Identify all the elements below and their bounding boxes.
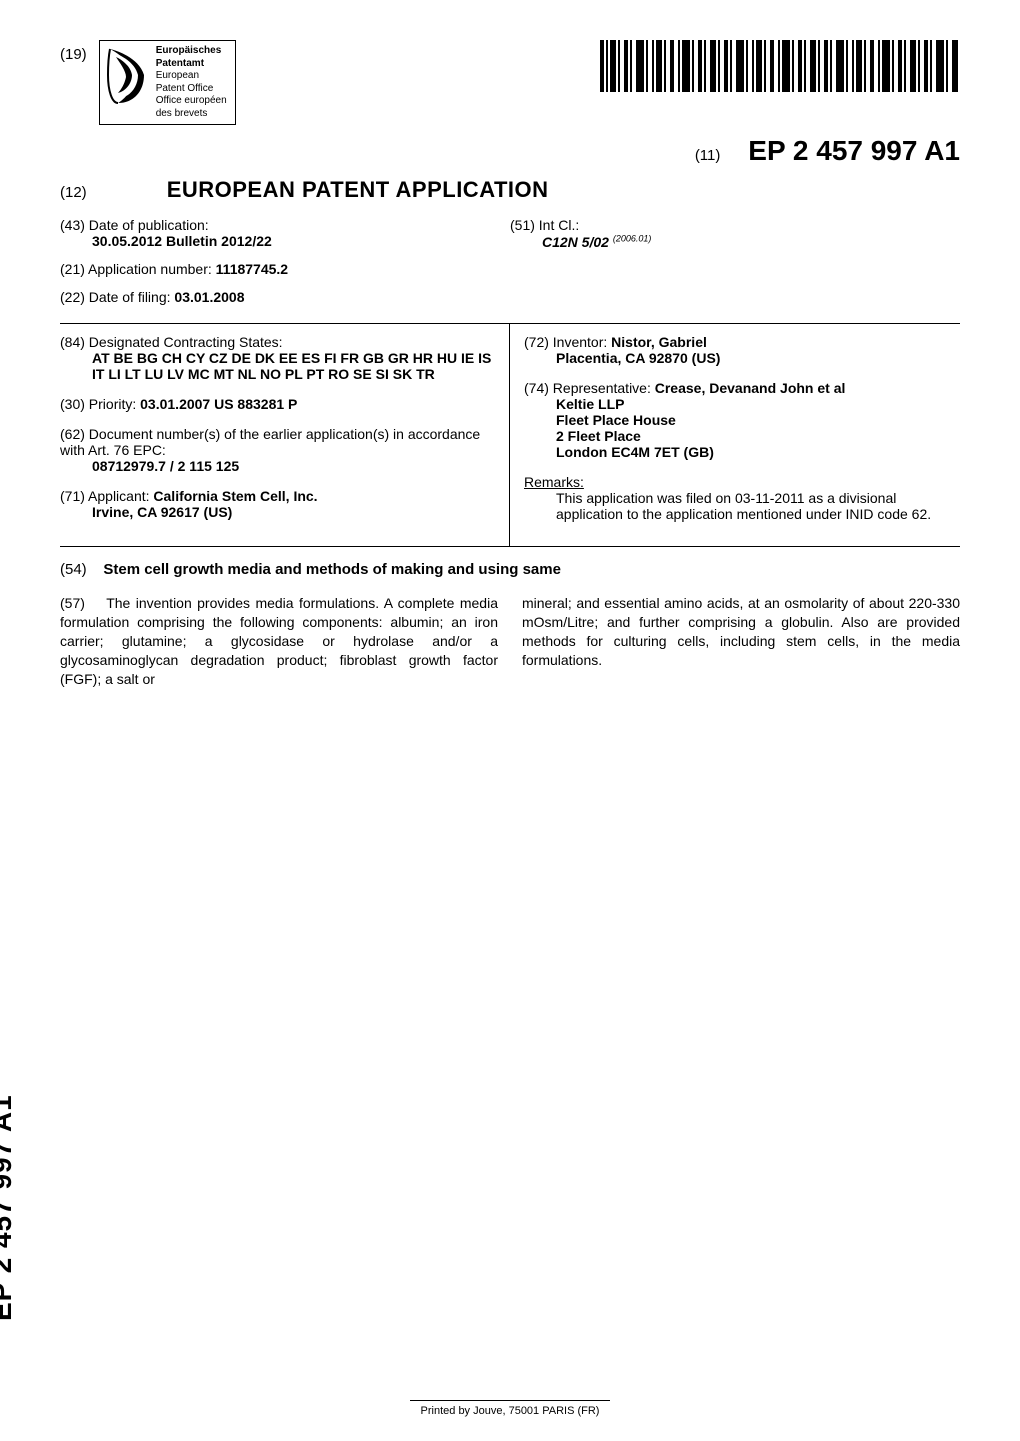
epo-logo-box: Europäisches Patentamt European Patent O…: [99, 40, 236, 125]
remarks-text: This application was filed on 03-11-2011…: [524, 490, 960, 522]
designated-states: (84) Designated Contracting States: AT B…: [60, 334, 495, 382]
earlier-value: 08712979.7 / 2 115 125: [60, 458, 495, 474]
inid-51: (51): [510, 217, 535, 233]
abstract-right-text: mineral; and essential amino acids, at a…: [522, 595, 960, 668]
top-meta: (43) Date of publication: 30.05.2012 Bul…: [60, 217, 960, 317]
invention-title-row: (54) Stem cell growth media and methods …: [60, 561, 960, 578]
inid-30: (30): [60, 396, 85, 412]
inid-22: (22): [60, 289, 85, 305]
logo-l4: Patent Office: [156, 83, 214, 94]
logo-l2: Patentamt: [156, 58, 204, 69]
inid-54: (54): [60, 561, 87, 578]
designated-states-value: AT BE BG CH CY CZ DE DK EE ES FI FR GB G…: [60, 350, 495, 382]
biblio-two-col: (84) Designated Contracting States: AT B…: [60, 323, 960, 547]
inid-84: (84): [60, 334, 85, 350]
inid-62: (62): [60, 426, 85, 442]
app-num-value: 11187745.2: [216, 261, 288, 277]
publication-number-row: (11) EP 2 457 997 A1: [60, 135, 960, 167]
footer: Printed by Jouve, 75001 PARIS (FR): [0, 1400, 1020, 1417]
inid-11: (11): [695, 147, 721, 164]
inventor-label: Inventor:: [553, 334, 607, 350]
abstract: (57) The invention provides media formul…: [60, 594, 960, 688]
app-num-label: Application number:: [88, 261, 212, 277]
biblio-right-col: (72) Inventor: Nistor, Gabriel Placentia…: [510, 324, 960, 546]
filing-label: Date of filing:: [89, 289, 171, 305]
epo-logo-text: Europäisches Patentamt European Patent O…: [156, 45, 227, 120]
date-publication: (43) Date of publication: 30.05.2012 Bul…: [60, 217, 510, 249]
representative: (74) Representative: Crease, Devanand Jo…: [524, 380, 960, 460]
applicant: (71) Applicant: California Stem Cell, In…: [60, 488, 495, 520]
date-pub-value: 30.05.2012 Bulletin 2012/22: [60, 233, 272, 249]
inid-57: (57): [60, 595, 85, 611]
logo-l6: des brevets: [156, 108, 208, 119]
intcl-label: Int Cl.:: [539, 217, 579, 233]
barcode-icon: [600, 40, 960, 92]
logo-l5: Office européen: [156, 95, 227, 106]
inid-72: (72): [524, 334, 549, 350]
inid-71: (71): [60, 488, 85, 504]
intcl-edition: (2006.01): [613, 233, 652, 243]
inid-21: (21): [60, 261, 85, 277]
header-row: (19) Europäisches Patentamt European Pat…: [60, 40, 960, 125]
rep-addr3: London EC4M 7ET (GB): [556, 444, 960, 460]
applicant-label: Applicant:: [88, 488, 149, 504]
biblio-left-col: (84) Designated Contracting States: AT B…: [60, 324, 510, 546]
intcl-value: C12N 5/02: [542, 234, 609, 250]
inventor-name: Nistor, Gabriel: [611, 334, 707, 350]
remarks-title: Remarks:: [524, 474, 584, 490]
rep-addr2: 2 Fleet Place: [556, 428, 960, 444]
priority-value: 03.01.2007 US 883281 P: [140, 396, 297, 412]
rep-label: Representative:: [553, 380, 651, 396]
int-cl: (51) Int Cl.: C12N 5/02 (2006.01): [510, 217, 960, 250]
inventor: (72) Inventor: Nistor, Gabriel Placentia…: [524, 334, 960, 366]
top-meta-left: (43) Date of publication: 30.05.2012 Bul…: [60, 217, 510, 317]
rep-addr1: Fleet Place House: [556, 412, 960, 428]
abstract-col-right: mineral; and essential amino acids, at a…: [522, 594, 960, 688]
filing-value: 03.01.2008: [174, 289, 244, 305]
priority: (30) Priority: 03.01.2007 US 883281 P: [60, 396, 495, 412]
earlier-label: Document number(s) of the earlier applic…: [60, 426, 480, 458]
designated-label: Designated Contracting States:: [89, 334, 283, 350]
remarks: Remarks: This application was filed on 0…: [524, 474, 960, 522]
top-meta-right: (51) Int Cl.: C12N 5/02 (2006.01): [510, 217, 960, 317]
publication-number: EP 2 457 997 A1: [748, 135, 960, 166]
spine-publication-number: EP 2 457 997 A1: [0, 1094, 18, 1321]
date-pub-label: Date of publication:: [89, 217, 209, 233]
applicant-addr: Irvine, CA 92617 (US): [60, 504, 495, 520]
earlier-application: (62) Document number(s) of the earlier a…: [60, 426, 495, 474]
rep-name: Crease, Devanand John et al: [655, 380, 846, 396]
logo-l1: Europäisches: [156, 45, 222, 56]
abstract-col-left: (57) The invention provides media formul…: [60, 594, 498, 688]
logo-l3: European: [156, 70, 199, 81]
abstract-left-text: The invention provides media formulation…: [60, 595, 498, 687]
kind-row: (12) EUROPEAN PATENT APPLICATION: [60, 177, 960, 203]
epo-logo-icon: [104, 45, 150, 107]
applicant-name: California Stem Cell, Inc.: [153, 488, 317, 504]
footer-text: Printed by Jouve, 75001 PARIS (FR): [421, 1405, 600, 1417]
priority-label: Priority:: [89, 396, 136, 412]
date-filing: (22) Date of filing: 03.01.2008: [60, 289, 510, 305]
inventor-addr: Placentia, CA 92870 (US): [524, 350, 960, 366]
application-number: (21) Application number: 11187745.2: [60, 261, 510, 277]
footer-rule: [410, 1400, 610, 1401]
rep-firm: Keltie LLP: [556, 396, 960, 412]
inid-43: (43): [60, 217, 85, 233]
invention-title: Stem cell growth media and methods of ma…: [103, 561, 561, 578]
document-kind-title: EUROPEAN PATENT APPLICATION: [167, 177, 549, 203]
inid-12: (12): [60, 184, 87, 201]
inid-74: (74): [524, 380, 549, 396]
inid-19: (19): [60, 46, 87, 63]
